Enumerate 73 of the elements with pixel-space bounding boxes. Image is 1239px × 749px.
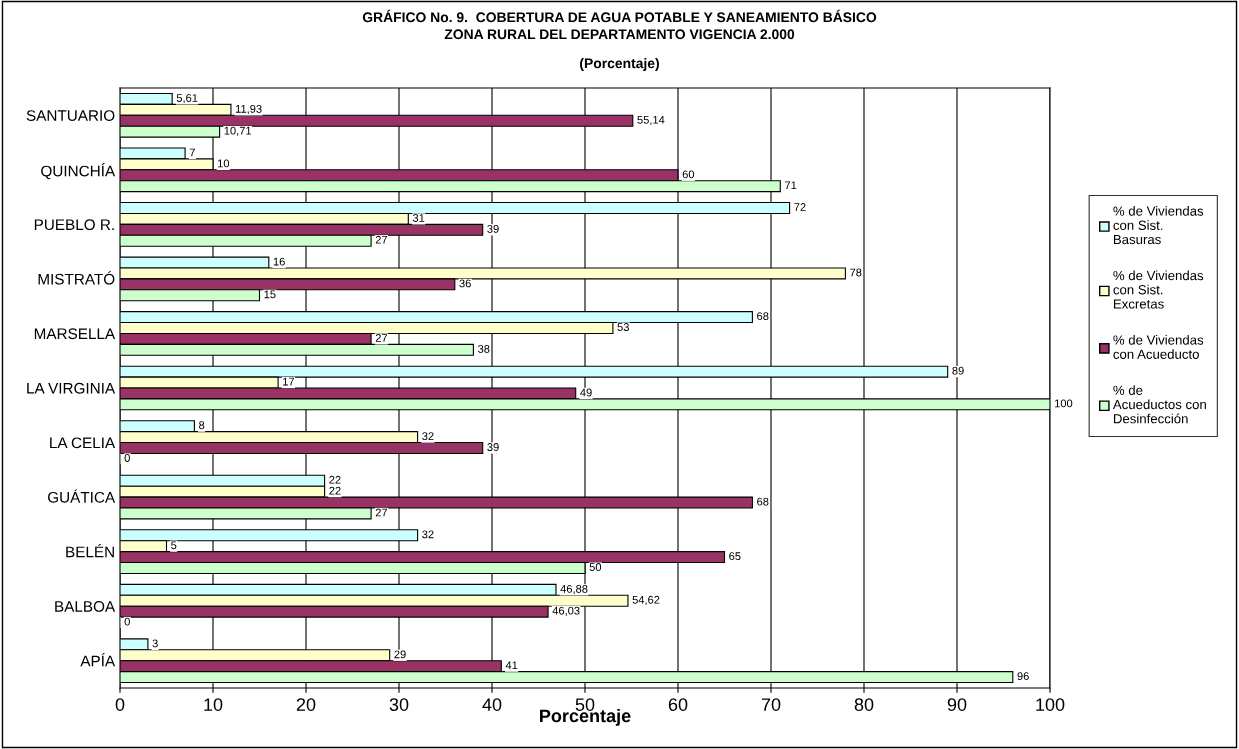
x-tick-label: 10 bbox=[204, 698, 223, 711]
legend-label: % de Acueductos con Desinfección bbox=[1112, 385, 1206, 424]
x-tick-label: 0 bbox=[115, 698, 125, 711]
y-tick-label: QUINCHÍA bbox=[41, 163, 116, 180]
y-tick-label: LA CELIA bbox=[50, 437, 116, 449]
y-tick-label: MARSELLA bbox=[34, 328, 116, 340]
data-label: 3 bbox=[152, 639, 158, 648]
data-label: 78 bbox=[850, 268, 862, 277]
data-label: 100 bbox=[1055, 399, 1073, 408]
data-label: 38 bbox=[477, 344, 490, 353]
data-label: 71 bbox=[785, 181, 797, 190]
x-tick-label: 90 bbox=[947, 698, 967, 711]
data-label: 32 bbox=[422, 530, 434, 539]
data-label: 60 bbox=[682, 170, 695, 179]
data-label: 27 bbox=[375, 235, 388, 244]
data-label: 5 bbox=[171, 541, 177, 550]
data-label: 29 bbox=[394, 650, 406, 659]
x-axis-title: Porcentaje bbox=[540, 709, 631, 726]
legend-label: % de Viviendas con Acueducto bbox=[1113, 334, 1204, 359]
data-label: 22 bbox=[329, 486, 341, 495]
x-tick-label: 30 bbox=[389, 698, 409, 711]
y-tick-label: GUÁTICA bbox=[48, 489, 116, 503]
data-label: 11,93 bbox=[235, 104, 262, 115]
data-label: 22 bbox=[329, 475, 341, 484]
data-label: 46,88 bbox=[560, 584, 588, 595]
data-label: 46,03 bbox=[552, 606, 580, 616]
data-label: 31 bbox=[412, 214, 425, 222]
legend-label: % de Viviendas con Sist. Basuras bbox=[1113, 206, 1204, 245]
x-tick-label: 40 bbox=[482, 698, 502, 711]
data-label: 72 bbox=[794, 203, 806, 211]
data-label: 27 bbox=[375, 508, 388, 517]
data-label: 8 bbox=[199, 421, 205, 430]
data-label: 68 bbox=[757, 497, 769, 506]
data-label: 7 bbox=[189, 148, 195, 157]
x-tick-label: 80 bbox=[854, 698, 874, 711]
data-label: 17 bbox=[283, 377, 295, 386]
y-tick-label: PUEBLO R. bbox=[34, 219, 114, 231]
y-tick-label: BALBOA bbox=[55, 601, 116, 612]
data-label: 5,61 bbox=[176, 94, 198, 104]
data-label: 65 bbox=[729, 552, 741, 561]
data-label: 53 bbox=[617, 323, 629, 331]
y-tick-label: APÍA bbox=[80, 653, 116, 667]
chart-subtitle: (Porcentaje) bbox=[580, 58, 659, 71]
data-label: 49 bbox=[580, 388, 592, 397]
data-label: 39 bbox=[487, 224, 499, 233]
data-label: 10,71 bbox=[224, 126, 252, 136]
x-tick-label: 100 bbox=[1036, 698, 1065, 711]
data-label: 41 bbox=[505, 661, 518, 670]
x-tick-label: 70 bbox=[761, 698, 781, 711]
data-label: 16 bbox=[273, 257, 285, 266]
data-label: 15 bbox=[264, 290, 276, 299]
data-label: 89 bbox=[952, 366, 964, 375]
y-tick-label: BELÉN bbox=[66, 543, 114, 558]
y-tick-label: MISTRATÓ bbox=[38, 271, 115, 285]
data-label: 55,14 bbox=[637, 115, 665, 126]
data-label: 0 bbox=[124, 454, 130, 462]
data-label: 96 bbox=[1017, 672, 1029, 681]
y-tick-label: LA VIRGINIA bbox=[27, 382, 116, 394]
data-label: 0 bbox=[124, 617, 130, 626]
data-label: 68 bbox=[757, 312, 769, 321]
x-tick-label: 60 bbox=[668, 698, 688, 711]
legend-label: % de Viviendas con Sist. Excretas bbox=[1113, 270, 1204, 309]
data-label: 50 bbox=[589, 563, 602, 571]
chart-title: GRÁFICO No. 9. COBERTURA DE AGUA POTABLE Y SANEAMIENTO BÁSICO ZONA RURAL DEL DEPARTAMENTO VIGENCIA 2.000 bbox=[362, 9, 877, 40]
data-label: 36 bbox=[459, 279, 471, 288]
y-tick-label: SANTUARIO bbox=[26, 110, 115, 121]
x-tick-label: 20 bbox=[296, 698, 316, 711]
data-label: 27 bbox=[375, 334, 388, 342]
x-tick-label: 50 bbox=[575, 698, 595, 711]
data-label: 32 bbox=[422, 432, 434, 441]
data-label: 39 bbox=[487, 443, 499, 451]
data-label: 54,62 bbox=[632, 595, 660, 606]
data-label: 10 bbox=[218, 159, 230, 168]
